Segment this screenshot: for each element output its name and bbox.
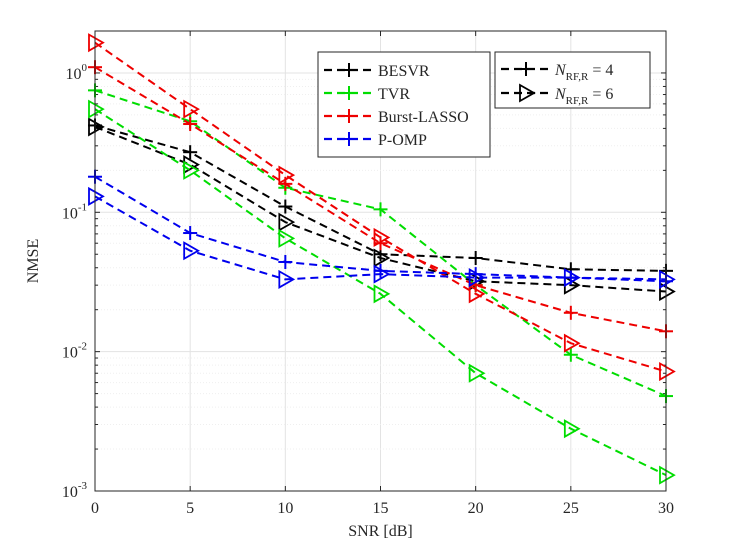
data-point xyxy=(373,284,391,304)
legend-label: NRF,R = 6 xyxy=(554,86,613,107)
series-line xyxy=(94,125,667,293)
y-tick-label: 10-1 xyxy=(62,201,87,222)
x-tick-label: 30 xyxy=(658,500,674,517)
legend-entry: TVR xyxy=(324,86,410,103)
data-point xyxy=(468,268,486,288)
legend-entry: P-OMP xyxy=(324,132,427,149)
data-point xyxy=(373,264,391,284)
series-line xyxy=(94,108,667,477)
y-axis-label: NMSE xyxy=(25,239,42,283)
axes-box xyxy=(94,30,667,492)
legend-marker xyxy=(342,86,356,100)
data-point xyxy=(183,241,200,261)
y-tick-label: 10-2 xyxy=(62,341,87,362)
data-point xyxy=(278,269,296,289)
data-point xyxy=(183,117,198,132)
data-point xyxy=(659,361,676,382)
x-tick-label: 10 xyxy=(277,500,293,517)
legend-marker xyxy=(342,132,356,146)
series-line xyxy=(94,41,667,373)
legend-entry: NRF,R = 6 xyxy=(501,83,613,107)
data-point xyxy=(183,99,200,119)
data-point xyxy=(659,465,676,485)
data-point xyxy=(373,202,388,217)
y-tick-label: 10-3 xyxy=(62,480,88,501)
x-axis-label: SNR [dB] xyxy=(348,523,412,540)
data-point xyxy=(278,165,296,185)
data-point xyxy=(468,363,486,383)
legend-label: BESVR xyxy=(378,63,430,80)
legend-marker xyxy=(342,109,356,123)
series-burst-lasso-6 xyxy=(88,33,676,382)
data-point xyxy=(88,99,105,119)
data-point xyxy=(88,186,105,206)
legend-label: NRF,R = 4 xyxy=(554,62,613,83)
data-point xyxy=(373,236,388,251)
legend-entry: Burst-LASSO xyxy=(324,109,469,126)
legend-algorithms: BESVR TVR Burst-LASSO P-OMP xyxy=(317,51,491,158)
legend-label: P-OMP xyxy=(378,132,427,149)
x-tick-label: 20 xyxy=(468,500,484,517)
data-point xyxy=(563,268,581,288)
data-point xyxy=(659,269,676,289)
x-tick-label: 5 xyxy=(186,500,194,517)
legend-marker xyxy=(519,62,533,76)
data-point xyxy=(563,305,578,320)
data-point xyxy=(563,347,578,362)
legend-entry: NRF,R = 4 xyxy=(501,62,613,83)
data-point xyxy=(183,226,198,241)
data-point xyxy=(183,160,200,180)
x-tick-label: 0 xyxy=(91,500,99,517)
data-point xyxy=(468,250,483,265)
data-point xyxy=(278,228,296,248)
data-point xyxy=(373,248,391,268)
data-point xyxy=(278,199,293,214)
x-tick-label: 25 xyxy=(563,500,579,517)
y-tick-label: 100 xyxy=(66,62,88,83)
y-tick-labels: 10-3 10-2 10-1 100 xyxy=(62,62,88,501)
data-point xyxy=(183,145,198,160)
data-point xyxy=(563,419,581,439)
series-tvr-6 xyxy=(88,99,676,485)
data-point xyxy=(563,333,581,353)
x-tick-label: 15 xyxy=(373,500,389,517)
data-point xyxy=(373,263,388,278)
legend-marker xyxy=(519,83,536,103)
legend-label: Burst-LASSO xyxy=(378,109,469,126)
data-point xyxy=(278,212,296,232)
legend-antennas: NRF,R = 4 NRF,R = 6 xyxy=(494,51,651,109)
data-point xyxy=(88,117,105,137)
legend-marker xyxy=(342,63,356,77)
data-point xyxy=(373,227,391,247)
legend-label: TVR xyxy=(378,86,410,103)
legend-entry: BESVR xyxy=(324,63,430,80)
data-point xyxy=(88,33,105,53)
data-point xyxy=(278,254,293,269)
data-point xyxy=(468,267,483,282)
series-p-omp-6 xyxy=(88,186,676,289)
x-tick-labels: 0 5 10 15 20 25 30 xyxy=(91,500,674,517)
series-line xyxy=(94,195,667,281)
data-point xyxy=(468,284,486,304)
